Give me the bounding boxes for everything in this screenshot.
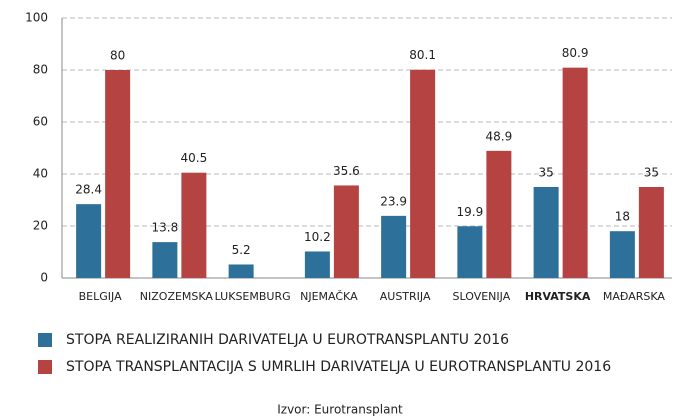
x-tick-label: BELGIJA [79, 290, 122, 303]
bar [152, 242, 178, 278]
x-tick-label: MAĐARSKA [603, 290, 666, 303]
bar [457, 226, 483, 278]
bar [562, 67, 588, 278]
data-label: 18 [615, 210, 630, 224]
data-label: 80 [110, 49, 125, 63]
x-tick-label: NJEMAČKA [300, 290, 358, 303]
legend-label: STOPA REALIZIRANIH DARIVATELJA U EUROTRA… [66, 332, 509, 348]
bar [228, 264, 254, 278]
bar [638, 187, 664, 278]
x-tick-label: SLOVENIJA [453, 290, 511, 303]
data-label: 13.8 [152, 221, 179, 235]
bar [105, 70, 131, 278]
data-label: 28.4 [75, 183, 102, 197]
data-label: 23.9 [380, 194, 407, 208]
data-label: 19.9 [457, 205, 484, 219]
bar [304, 251, 330, 278]
bar [533, 187, 559, 278]
data-label: 80.9 [562, 46, 589, 60]
data-label: 35 [538, 166, 553, 180]
y-tick-label: 20 [33, 219, 48, 233]
bar [410, 69, 436, 279]
bar [333, 185, 359, 278]
y-tick-label: 60 [33, 115, 48, 129]
y-tick-label: 0 [40, 271, 48, 285]
bar [486, 150, 512, 278]
y-tick-label: 100 [25, 11, 48, 25]
source: Izvor: Eurotransplant [277, 403, 403, 417]
data-label: 10.2 [304, 230, 331, 244]
data-label: 35 [644, 166, 659, 180]
data-label: 35.6 [333, 164, 360, 178]
data-label: 48.9 [486, 129, 513, 143]
y-tick-label: 40 [33, 167, 48, 181]
y-tick-label: 80 [33, 63, 48, 77]
data-label: 40.5 [181, 151, 208, 165]
legend-swatch [38, 333, 52, 347]
x-tick-label: HRVATSKA [525, 290, 591, 303]
bar [76, 204, 102, 278]
bar [609, 231, 635, 278]
bar [181, 172, 207, 278]
legend-swatch [38, 360, 52, 374]
data-label: 5.2 [232, 243, 251, 257]
data-label: 80.1 [409, 48, 436, 62]
x-tick-label: AUSTRIJA [380, 290, 431, 303]
legend-label: STOPA TRANSPLANTACIJA S UMRLIH DARIVATEL… [66, 359, 611, 375]
x-tick-label: LUKSEMBURG [215, 290, 291, 303]
bar [381, 215, 407, 278]
x-tick-label: NIZOZEMSKA [140, 290, 214, 303]
